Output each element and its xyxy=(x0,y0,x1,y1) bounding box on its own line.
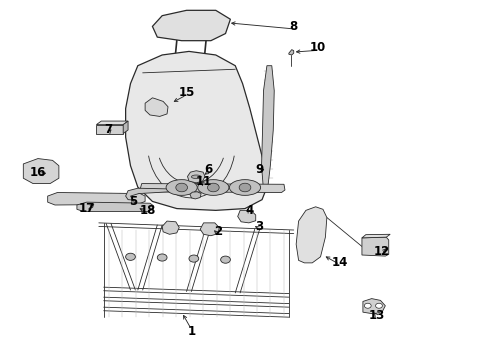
Polygon shape xyxy=(363,298,385,314)
Text: 17: 17 xyxy=(78,202,95,215)
Text: 14: 14 xyxy=(332,256,348,269)
Circle shape xyxy=(157,254,167,261)
Circle shape xyxy=(176,183,188,192)
Text: 12: 12 xyxy=(373,245,390,258)
Circle shape xyxy=(365,303,371,308)
Polygon shape xyxy=(238,210,256,223)
Polygon shape xyxy=(48,193,145,205)
Text: 7: 7 xyxy=(104,123,113,136)
Polygon shape xyxy=(362,234,390,238)
Circle shape xyxy=(239,183,251,192)
Text: 15: 15 xyxy=(178,86,195,99)
Polygon shape xyxy=(97,121,128,125)
Text: 4: 4 xyxy=(246,204,254,217)
Text: 5: 5 xyxy=(129,195,137,208)
Circle shape xyxy=(125,253,135,260)
Ellipse shape xyxy=(192,175,201,179)
Circle shape xyxy=(375,303,382,308)
Polygon shape xyxy=(190,192,201,199)
Polygon shape xyxy=(125,188,170,200)
Text: 11: 11 xyxy=(196,175,212,188)
Polygon shape xyxy=(140,184,285,193)
Polygon shape xyxy=(77,202,153,211)
Polygon shape xyxy=(296,207,327,263)
Polygon shape xyxy=(24,158,59,184)
Polygon shape xyxy=(162,221,179,234)
Polygon shape xyxy=(188,171,205,183)
Text: 3: 3 xyxy=(256,220,264,233)
Text: 1: 1 xyxy=(187,325,196,338)
Circle shape xyxy=(220,256,230,263)
Text: 13: 13 xyxy=(368,309,385,322)
Ellipse shape xyxy=(198,180,229,195)
Polygon shape xyxy=(362,237,389,256)
Text: 9: 9 xyxy=(255,163,264,176)
Text: 16: 16 xyxy=(30,166,46,179)
Circle shape xyxy=(207,183,219,192)
Text: 6: 6 xyxy=(204,163,213,176)
Ellipse shape xyxy=(166,180,197,195)
Text: 10: 10 xyxy=(310,41,326,54)
Text: 2: 2 xyxy=(214,225,222,238)
Polygon shape xyxy=(123,121,128,134)
Polygon shape xyxy=(125,51,267,210)
Text: 18: 18 xyxy=(139,204,156,217)
Polygon shape xyxy=(200,223,219,236)
Polygon shape xyxy=(262,66,274,191)
Ellipse shape xyxy=(229,180,261,195)
Polygon shape xyxy=(289,50,294,55)
Polygon shape xyxy=(145,98,168,116)
Text: 8: 8 xyxy=(290,20,298,33)
Polygon shape xyxy=(152,10,230,41)
Circle shape xyxy=(189,255,199,262)
Polygon shape xyxy=(97,125,123,134)
